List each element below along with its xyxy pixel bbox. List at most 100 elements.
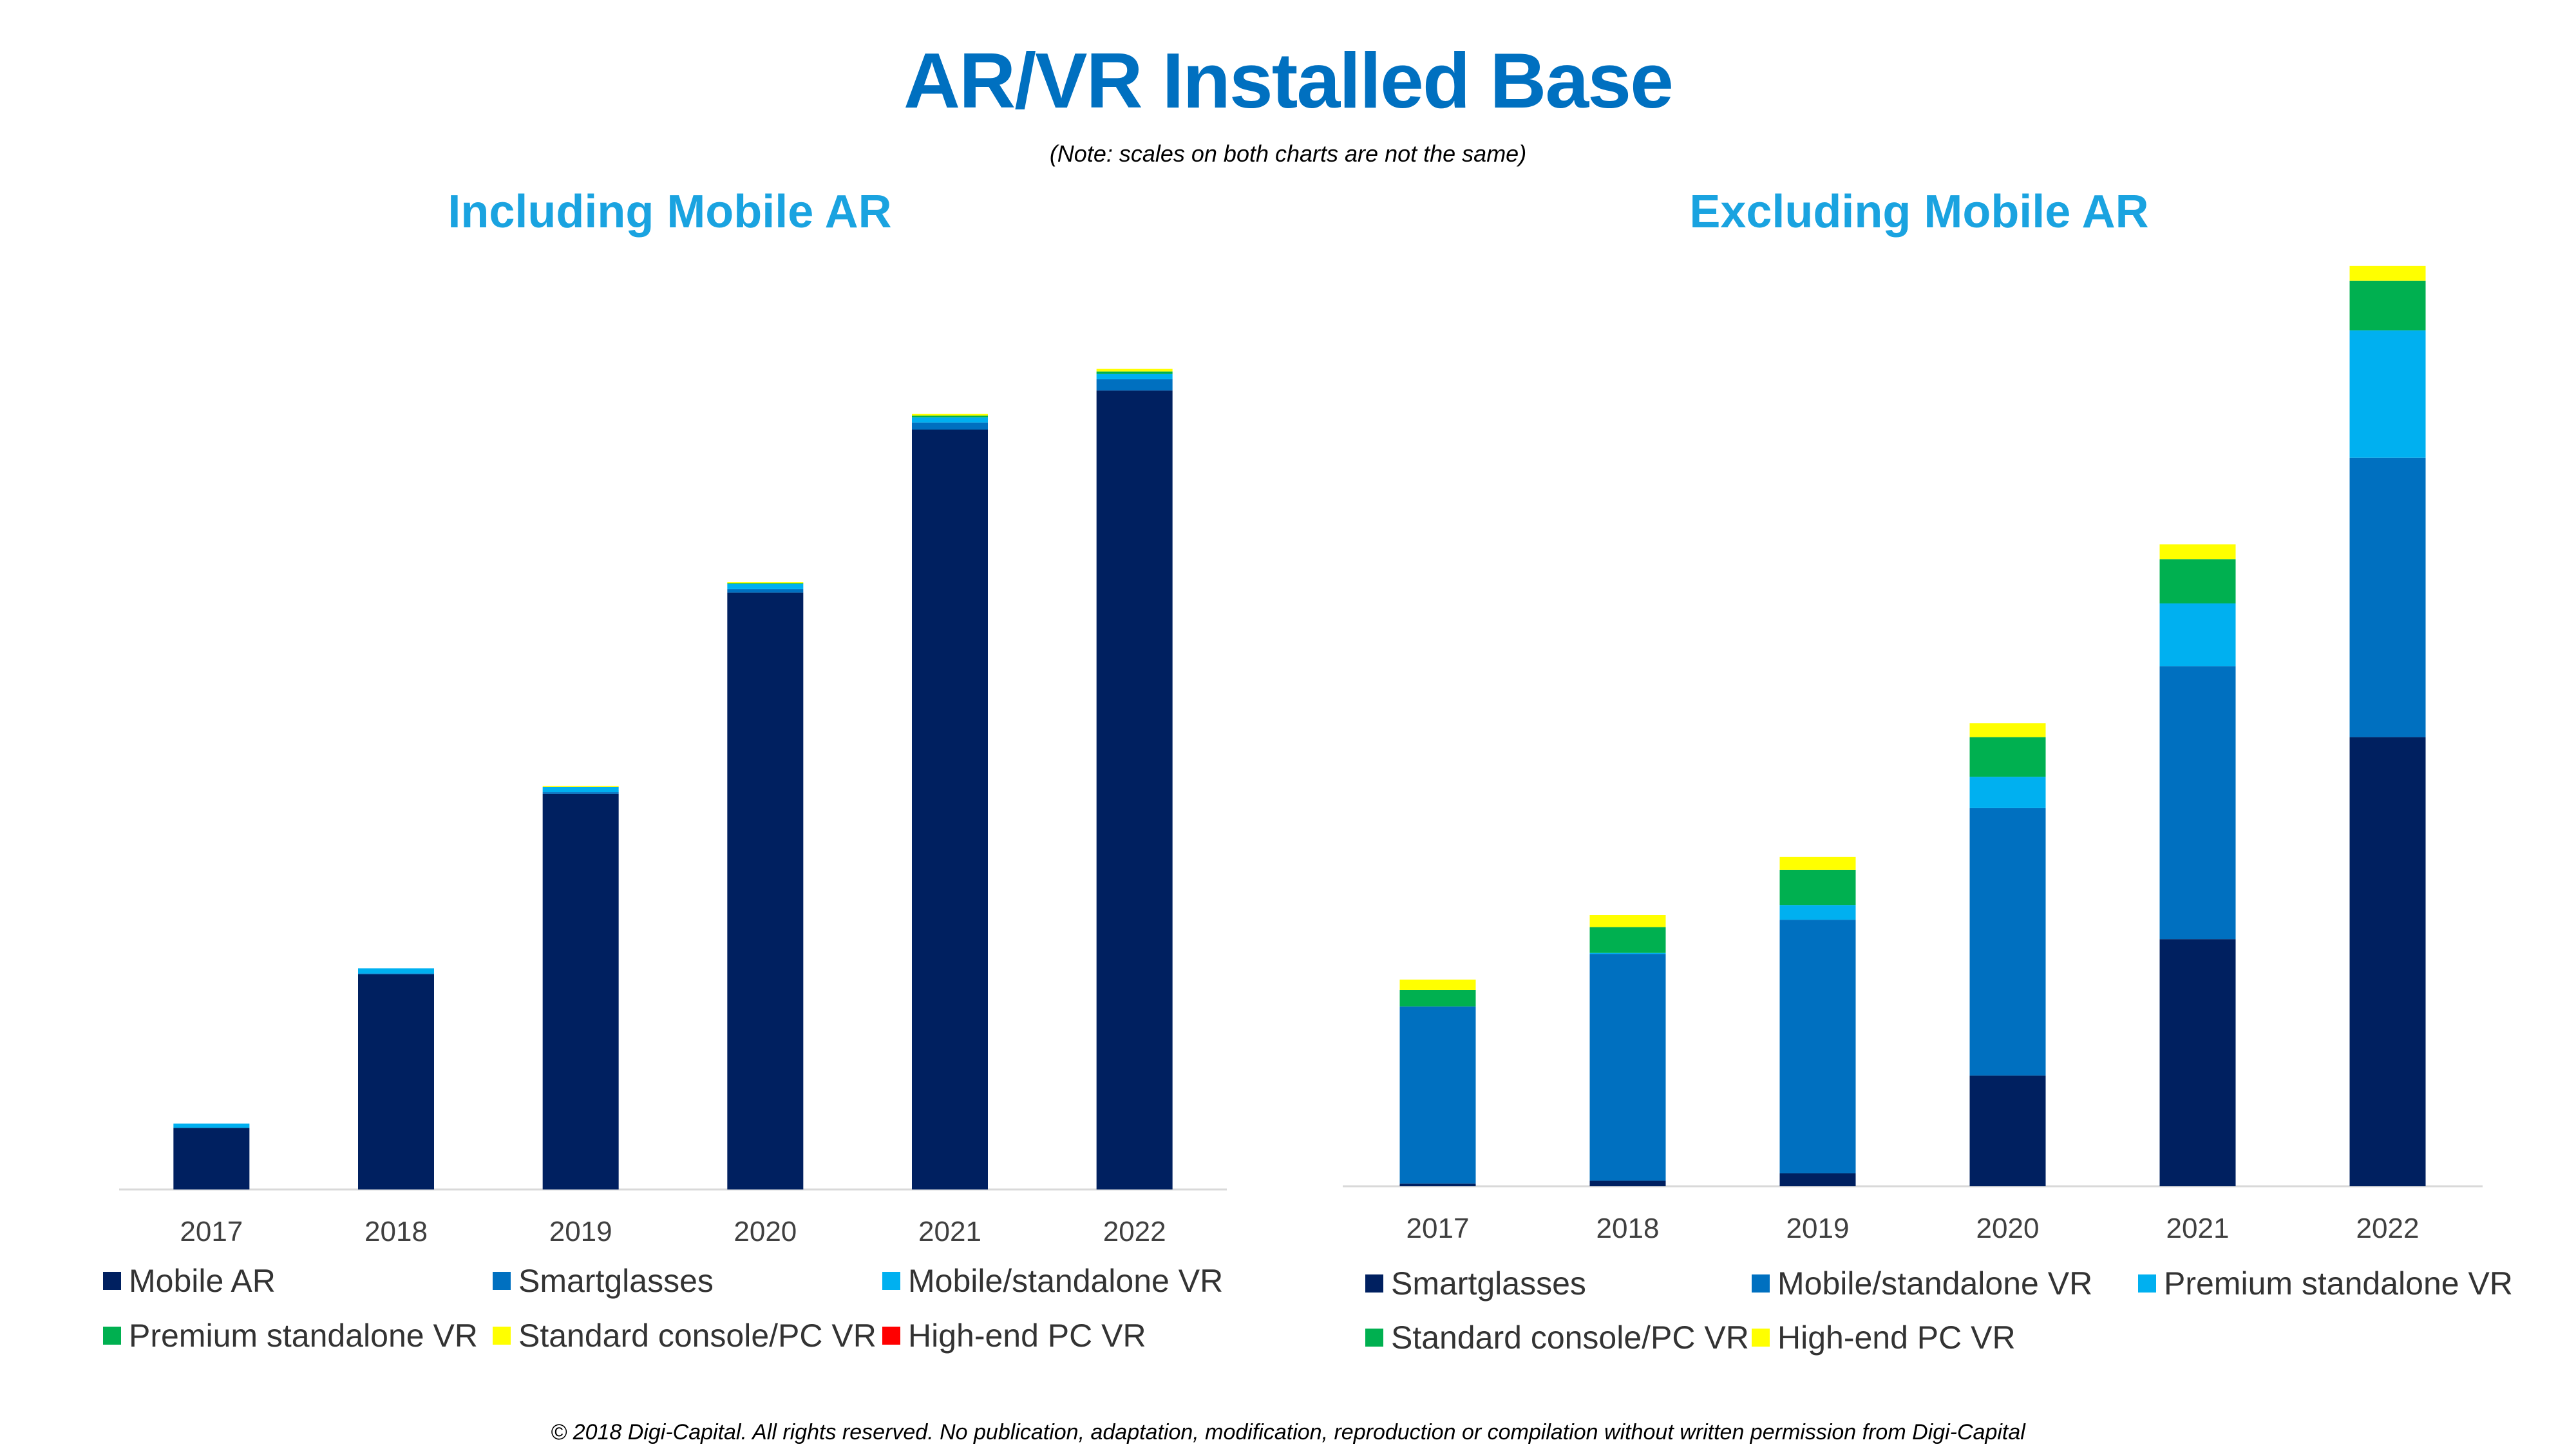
legend-label: Standard console/PC VR xyxy=(518,1318,876,1354)
legend-label: Premium standalone VR xyxy=(129,1318,478,1354)
bar-segment-2020-mobile-standalone-vr xyxy=(1969,808,2046,1076)
bar-segment-2022-high-end-pc-vr xyxy=(2349,265,2426,281)
bar-segment-2019-smartglasses xyxy=(1779,1173,1856,1186)
legend-item: Mobile/standalone VR xyxy=(1752,1265,2092,1302)
legend-label: High-end PC VR xyxy=(1777,1320,2016,1356)
legend-item: Standard console/PC VR xyxy=(1365,1319,1749,1356)
legend-item: Premium standalone VR xyxy=(2138,1265,2513,1302)
bar-segment-2021-premium-standalone-vr xyxy=(2159,603,2236,667)
legend-label: Mobile AR xyxy=(129,1263,276,1299)
bar-segment-2019-mobile-standalone-vr xyxy=(542,786,619,793)
legend-item: Mobile/standalone VR xyxy=(882,1262,1223,1300)
bar-segment-2021-standard-console-pc-vr xyxy=(2159,559,2236,603)
bar-segment-2018-high-end-pc-vr xyxy=(1589,914,1666,927)
legend-label: Premium standalone VR xyxy=(2164,1265,2513,1302)
legend-swatch xyxy=(1752,1329,1770,1347)
scale-note: (Note: scales on both charts are not the… xyxy=(1049,140,1527,167)
x-tick-label: 2018 xyxy=(365,1216,428,1247)
legend-label: Smartglasses xyxy=(518,1263,714,1299)
bar-segment-2019-high-end-pc-vr xyxy=(1779,857,1856,870)
legend-item: Smartglasses xyxy=(1365,1265,1586,1302)
bar-segment-2022-premium-standalone-vr xyxy=(2349,330,2426,458)
bar-segment-2021-mobile-standalone-vr xyxy=(912,417,988,423)
legend-swatch xyxy=(1365,1274,1383,1293)
bar-segment-2021-standard-console-pc-vr xyxy=(912,413,988,416)
bar-segment-2020-high-end-pc-vr xyxy=(1969,723,2046,737)
bar-segment-2018-smartglasses xyxy=(1589,1180,1666,1186)
bar-segment-2019-smartglasses xyxy=(542,792,619,794)
bar-segment-2019-premium-standalone-vr xyxy=(1779,905,1856,920)
right-chart-title: Excluding Mobile AR xyxy=(1689,186,2149,238)
bar-segment-2017-mobile-standalone-vr xyxy=(173,1123,250,1128)
legend-swatch xyxy=(882,1272,900,1290)
bar-segment-2022-standard-console-pc-vr xyxy=(2349,280,2426,331)
legend-swatch xyxy=(103,1327,121,1345)
x-tick-label: 2017 xyxy=(180,1216,243,1247)
legend-item: Standard console/PC VR xyxy=(493,1317,876,1354)
bar-segment-2019-mobile-ar xyxy=(542,793,619,1189)
legend-swatch xyxy=(493,1272,511,1290)
bar-segment-2022-mobile-standalone-vr xyxy=(1096,374,1173,379)
bar-segment-2022-smartglasses xyxy=(2349,737,2426,1186)
bar-segment-2021-mobile-ar xyxy=(912,430,988,1189)
bar-segment-2019-standard-console-pc-vr xyxy=(1779,869,1856,905)
legend-item: Mobile AR xyxy=(103,1262,276,1300)
bar-segment-2017-high-end-pc-vr xyxy=(1399,980,1476,990)
bar-segment-2018-mobile-standalone-vr xyxy=(1589,954,1666,1181)
legend-label: Standard console/PC VR xyxy=(1391,1320,1749,1356)
bar-segment-2017-mobile-ar xyxy=(173,1128,250,1189)
x-tick-label: 2017 xyxy=(1406,1213,1470,1244)
x-tick-label: 2022 xyxy=(2356,1213,2420,1244)
bar-segment-2020-smartglasses xyxy=(1969,1075,2046,1186)
bar-segment-2017-smartglasses xyxy=(1399,1183,1476,1186)
x-tick-label: 2021 xyxy=(2166,1213,2230,1244)
legend-swatch xyxy=(882,1327,900,1345)
bar-segment-2020-mobile-standalone-vr xyxy=(727,583,804,589)
legend-item: Premium standalone VR xyxy=(103,1317,478,1354)
legend-label: Mobile/standalone VR xyxy=(908,1263,1224,1299)
legend-label: Mobile/standalone VR xyxy=(1777,1265,2093,1302)
legend-swatch xyxy=(1752,1274,1770,1293)
bar-segment-2018-standard-console-pc-vr xyxy=(1589,927,1666,953)
legend-item: High-end PC VR xyxy=(882,1317,1146,1354)
bar-segment-2021-mobile-standalone-vr xyxy=(2159,666,2236,940)
left-chart-title: Including Mobile AR xyxy=(448,186,892,238)
legend-label: High-end PC VR xyxy=(908,1318,1146,1354)
bar-segment-2017-mobile-standalone-vr xyxy=(1399,1006,1476,1184)
bar-segment-2020-mobile-ar xyxy=(727,592,804,1189)
legend-item: Smartglasses xyxy=(493,1262,714,1300)
legend-swatch xyxy=(1365,1329,1383,1347)
bar-segment-2022-premium-standalone-vr xyxy=(1096,371,1173,374)
bar-segment-2019-mobile-standalone-vr xyxy=(1779,920,1856,1173)
legend-swatch xyxy=(103,1272,121,1290)
bar-segment-2022-mobile-ar xyxy=(1096,390,1173,1189)
x-tick-label: 2019 xyxy=(549,1216,612,1247)
x-tick-label: 2018 xyxy=(1596,1213,1660,1244)
bar-segment-2018-mobile-ar xyxy=(358,974,434,1189)
bar-segment-2020-smartglasses xyxy=(727,589,804,593)
bar-segment-2020-standard-console-pc-vr xyxy=(727,582,804,583)
page-title: AR/VR Installed Base xyxy=(904,37,1674,124)
bar-segment-2020-premium-standalone-vr xyxy=(1969,777,2046,808)
bar-segment-2021-smartglasses xyxy=(2159,939,2236,1186)
bar-segment-2021-premium-standalone-vr xyxy=(912,415,988,418)
bar-segment-2022-standard-console-pc-vr xyxy=(1096,368,1173,372)
x-tick-label: 2020 xyxy=(1976,1213,2040,1244)
legend-item: High-end PC VR xyxy=(1752,1319,2016,1356)
bar-segment-2022-mobile-standalone-vr xyxy=(2349,457,2426,737)
legend-swatch xyxy=(2138,1274,2156,1293)
x-tick-label: 2021 xyxy=(918,1216,981,1247)
copyright-footer: © 2018 Digi-Capital. All rights reserved… xyxy=(551,1420,2025,1444)
bar-segment-2018-mobile-standalone-vr xyxy=(358,968,434,974)
bar-segment-2019-standard-console-pc-vr xyxy=(542,786,619,787)
legend-label: Smartglasses xyxy=(1391,1265,1586,1302)
bar-segment-2021-high-end-pc-vr xyxy=(2159,544,2236,560)
bar-segment-2018-premium-standalone-vr xyxy=(1589,952,1666,954)
legend-swatch xyxy=(493,1327,511,1345)
bar-segment-2017-standard-console-pc-vr xyxy=(1399,989,1476,1007)
bar-segment-2021-smartglasses xyxy=(912,422,988,430)
bar-segment-2022-smartglasses xyxy=(1096,379,1173,391)
x-tick-label: 2020 xyxy=(734,1216,797,1247)
